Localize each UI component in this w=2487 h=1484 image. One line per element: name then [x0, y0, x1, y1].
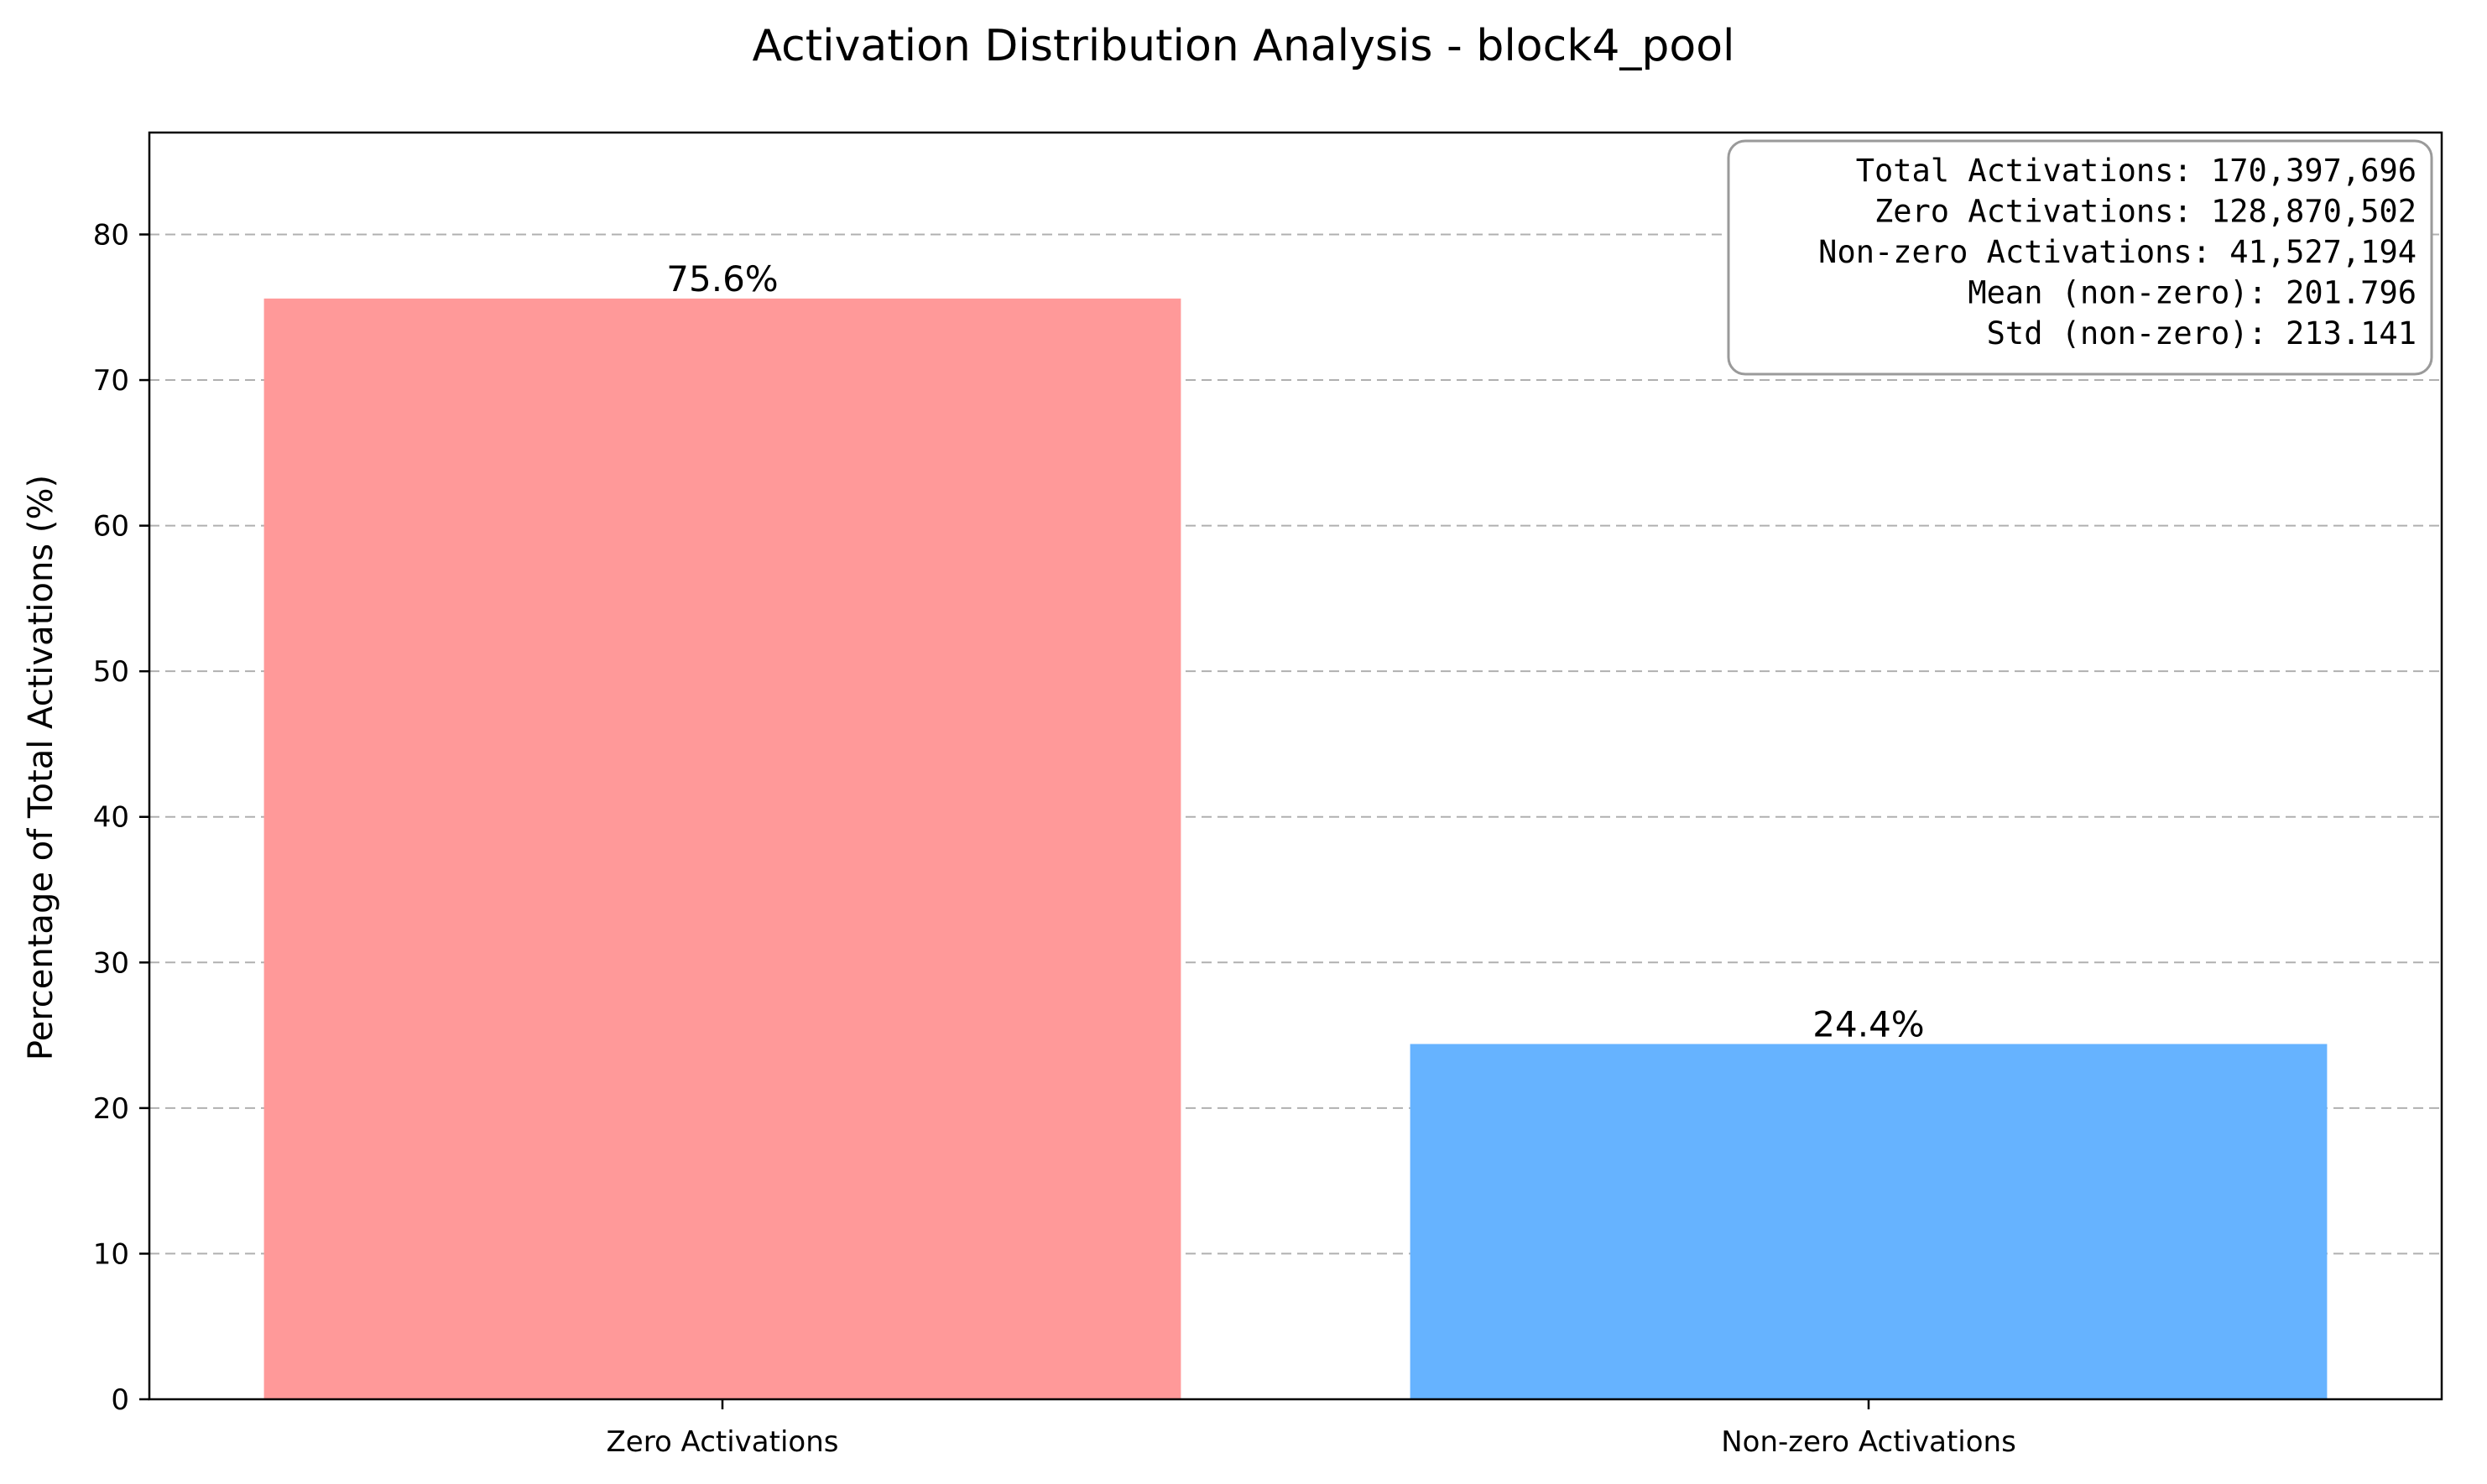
stats-box-background: [1727, 139, 2433, 376]
x-tick-label: Non-zero Activations: [1721, 1425, 2016, 1459]
y-axis-ticks: 0 10 20 30 40 50 60 70 80: [93, 218, 149, 1417]
stats-line: Non-zero Activations: 41,527,194: [1818, 234, 2417, 270]
stats-line: Total Activations: 170,397,696: [1856, 153, 2417, 189]
y-tick-label: 0: [111, 1383, 129, 1417]
bar-value-label: 75.6%: [666, 258, 778, 299]
y-axis-label: Percentage of Total Activations (%): [22, 475, 60, 1060]
y-tick-label: 10: [93, 1237, 129, 1271]
bars: [263, 298, 2328, 1399]
y-tick-label: 20: [93, 1092, 129, 1126]
y-tick-label: 50: [93, 655, 129, 689]
plot-frame: [148, 131, 2443, 1401]
bar: [1410, 1044, 2328, 1399]
stats-line: Zero Activations: 128,870,502: [1874, 194, 2417, 230]
y-tick-label: 80: [93, 218, 129, 252]
y-tick-label: 70: [93, 364, 129, 398]
y-tick-label: 60: [93, 510, 129, 544]
x-tick-label: Zero Activations: [607, 1425, 839, 1459]
y-tick-label: 30: [93, 946, 129, 980]
stats-line: Mean (non-zero): 201.796: [1968, 275, 2417, 311]
chart-title: Activation Distribution Analysis - block…: [753, 21, 1735, 71]
y-tick-label: 40: [93, 801, 129, 835]
x-axis-ticks: Zero Activations Non-zero Activations: [607, 1399, 2016, 1459]
stats-line: Std (non-zero): 213.141: [1987, 315, 2417, 351]
bar-value-label: 24.4%: [1812, 1004, 1924, 1045]
bar-value-labels: 75.6% 24.4%: [666, 258, 1924, 1045]
bar: [263, 298, 1181, 1399]
stats-box: Total Activations: 170,397,696 Zero Activ…: [1727, 139, 2433, 376]
